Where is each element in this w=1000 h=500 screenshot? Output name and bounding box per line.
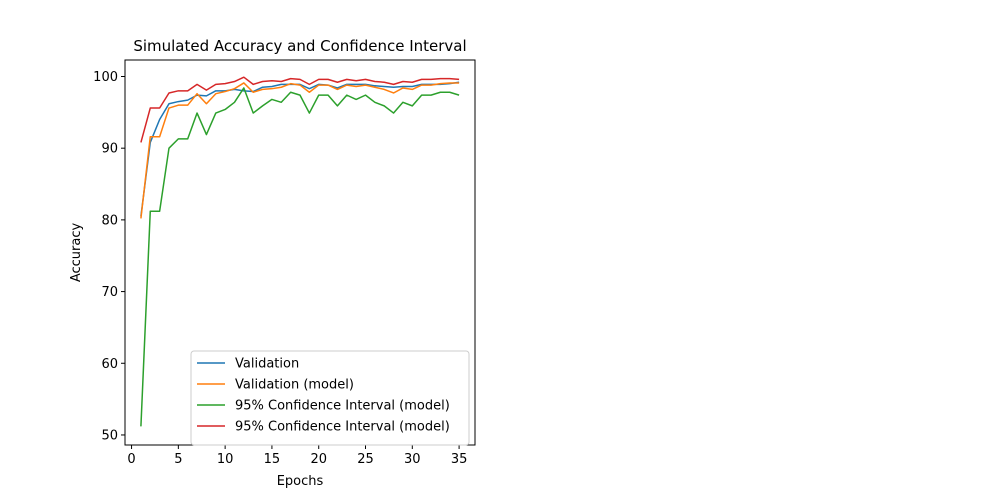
y-tick-label: 90 — [101, 142, 118, 157]
x-tick-label: 35 — [451, 452, 468, 467]
y-tick-label: 100 — [93, 70, 118, 85]
y-tick-label: 60 — [101, 357, 118, 372]
series-layer — [140, 76, 460, 427]
x-tick-label: 10 — [217, 452, 234, 467]
x-tick-label: 15 — [264, 452, 281, 467]
y-tick-label: 50 — [101, 428, 118, 443]
series-line-4 — [140, 76, 460, 143]
y-axis-label: Accuracy — [69, 223, 84, 283]
y-tick-label: 80 — [101, 213, 118, 228]
legend-label-3: 95% Confidence Interval (model) — [235, 399, 450, 414]
series-line-1 — [140, 81, 460, 217]
x-axis-label: Epochs — [277, 474, 324, 489]
x-tick-label: 25 — [357, 452, 374, 467]
y-tick-label: 70 — [101, 285, 118, 300]
x-tick-label: 5 — [174, 452, 182, 467]
x-tick-label: 0 — [127, 452, 135, 467]
x-tick-label: 30 — [404, 452, 421, 467]
legend-box — [190, 350, 470, 446]
legend-label-1: Validation — [235, 357, 299, 372]
chart-title: Simulated Accuracy and Confidence Interv… — [133, 37, 466, 55]
x-tick-label: 20 — [310, 452, 327, 467]
series-line-3 — [140, 87, 460, 427]
legend-label-4: 95% Confidence Interval (model) — [235, 420, 450, 435]
series-line-2 — [140, 82, 460, 219]
legend: Validation Validation (model) 95% Confiden… — [190, 350, 470, 446]
legend-label-2: Validation (model) — [235, 378, 354, 393]
